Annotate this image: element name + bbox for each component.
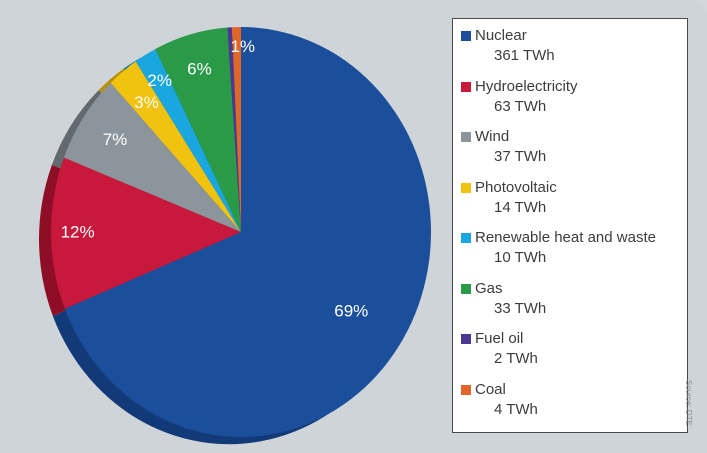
- slice-fuel-oil: [227, 27, 241, 233]
- legend-swatch-coal: [461, 384, 471, 395]
- legend-swatch-fuel-oil: [461, 334, 471, 344]
- legend-value-fuel-oil: 2 TWh: [494, 350, 538, 367]
- percent-label-nuclear: 69%: [334, 302, 368, 321]
- slice-gas: [155, 27, 241, 232]
- percent-label-hydroelectricity: 12%: [61, 223, 95, 242]
- percent-label-renewable-heat-and-waste: 2%: [147, 71, 172, 90]
- slice-wind: [63, 82, 241, 232]
- legend-value-coal: 4 TWh: [494, 400, 538, 418]
- legend-name-coal: Coal: [475, 380, 506, 398]
- legend-name-fuel-oil: Fuel oil: [475, 330, 524, 347]
- legend-swatch-wind: [461, 132, 471, 142]
- legend-name-photovoltaic: Photovoltaic: [475, 178, 557, 196]
- legend: Nuclear 361 TWh Hydroelectricity 63 TWh Wind…: [452, 18, 688, 433]
- slice-photovoltaic: [110, 61, 241, 232]
- legend-value-renewable-heat-and-waste: 10 TWh: [494, 249, 547, 266]
- legend-swatch-photovoltaic: [461, 182, 471, 193]
- legend-value-photovoltaic: 14 TWh: [494, 198, 547, 216]
- legend-value-wind: 37 TWh: [494, 148, 547, 165]
- percent-label-fuel-oil: 0%: [207, 0, 232, 3]
- percent-label-coal: 1%: [230, 37, 255, 56]
- legend-name-hydroelectricity: Hydroelectricity: [475, 77, 578, 95]
- legend-swatch-nuclear: [461, 31, 471, 41]
- legend-name-gas: Gas: [475, 279, 503, 297]
- legend-value-hydroelectricity: 63 TWh: [494, 97, 547, 115]
- slice-coal: [231, 27, 241, 232]
- legend-swatch-gas: [461, 283, 471, 294]
- legend-name-nuclear: Nuclear: [475, 27, 527, 44]
- legend-value-nuclear: 361 TWh: [494, 47, 555, 64]
- percent-label-gas: 6%: [187, 59, 212, 78]
- percent-label-photovoltaic: 3%: [134, 93, 159, 112]
- legend-name-renewable-heat-and-waste: Renewable heat and waste: [475, 229, 656, 246]
- slice-hydroelectricity: [50, 157, 241, 309]
- legend-name-wind: Wind: [475, 128, 510, 145]
- legend-swatch-hydroelectricity: [461, 81, 471, 92]
- pie-chart: 69% 12% 7% 3% 2% 6% 0% 1%: [38, 0, 432, 445]
- slice-nuclear: [64, 27, 432, 437]
- source-note: Source: DTE: [684, 380, 693, 426]
- legend-value-gas: 33 TWh: [494, 299, 547, 317]
- percent-label-wind: 7%: [103, 130, 128, 149]
- slice-renewable-heat-and-waste: [135, 49, 241, 232]
- legend-swatch-renewable-heat-and-waste: [461, 233, 471, 243]
